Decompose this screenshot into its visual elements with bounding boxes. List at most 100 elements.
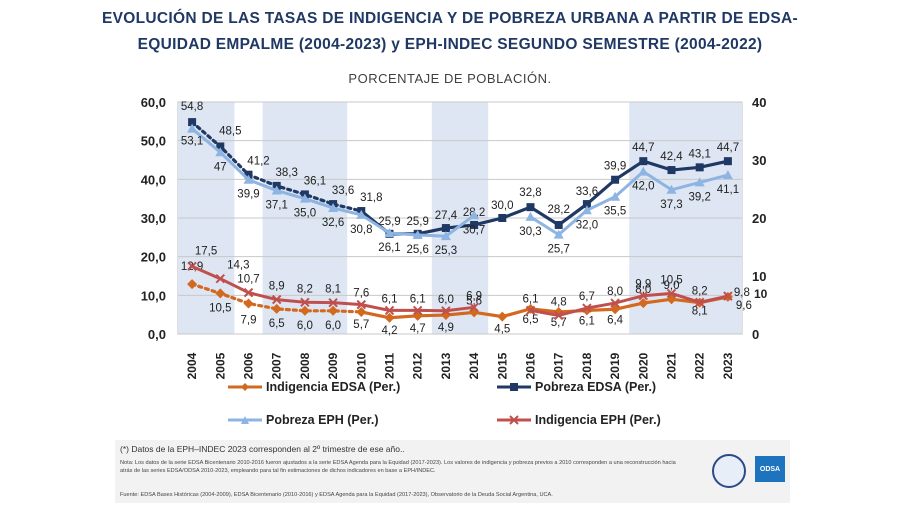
data-label-pobreza_edsa: 44,7 [632, 142, 654, 154]
series-line-indigencia_eph [530, 291, 729, 317]
data-label-indigencia_eph: 6,9 [466, 290, 482, 302]
data-point-indigencia_edsa [215, 288, 226, 299]
data-point-indigencia_edsa [271, 303, 282, 314]
x-tick-label: 2013 [439, 352, 453, 379]
data-point-pobreza_edsa [216, 142, 225, 151]
data-label-pobreza_eph: 39,9 [237, 189, 259, 201]
data-point-indigencia_eph [271, 294, 282, 305]
legend-indigencia-eph-marker [497, 415, 531, 425]
data-point-indigencia_eph [356, 299, 367, 310]
data-point-pobreza_edsa [188, 118, 197, 127]
series-line-pobreza_eph [529, 169, 729, 237]
data-point-indigencia_eph [610, 298, 620, 308]
data-label-pobreza_edsa: 33,6 [332, 185, 354, 197]
data-point-pobreza_eph [722, 170, 733, 180]
data-label-pobreza_eph: 26,1 [378, 242, 400, 254]
data-label-pobreza_eph: 42,0 [632, 181, 654, 193]
data-label-indigencia_eph: 6,1 [523, 293, 539, 305]
data-label-pobreza_eph: 35,0 [294, 208, 316, 220]
data-point-pobreza_edsa [244, 170, 253, 179]
legend-indigencia-eph: Indigencia EPH (Per.) [497, 413, 661, 427]
data-label-pobreza_eph: 35,5 [604, 206, 626, 218]
uca-seal-icon [712, 454, 746, 488]
data-point-pobreza_eph [440, 231, 451, 241]
y-tick-label: 50,0 [141, 134, 166, 149]
data-label-indigencia_edsa: 4,5 [494, 324, 510, 336]
data-point-pobreza_edsa [723, 157, 732, 166]
data-label-pobreza_edsa: 25,9 [407, 216, 429, 228]
x-tick-label: 2016 [524, 352, 538, 379]
x-tick-label: 2018 [580, 352, 594, 379]
data-label-indigencia_eph: 8,2 [692, 285, 708, 297]
data-label-indigencia_eph: 14,3 [227, 260, 249, 272]
data-label-pobreza_edsa: 54,8 [181, 101, 203, 113]
y2-tick-label: 0 [752, 327, 759, 342]
legend-pobreza-eph: Pobreza EPH (Per.) [228, 413, 379, 427]
data-label-indigencia_edsa: 4,2 [382, 325, 398, 337]
data-point-indigencia_edsa [328, 305, 339, 316]
x-tick-label: 2009 [326, 352, 340, 379]
data-point-indigencia_eph [666, 288, 677, 299]
data-point-pobreza_eph [412, 230, 423, 240]
legend-indigencia-edsa-label: Indigencia EDSA (Per.) [266, 380, 401, 394]
data-label-pobreza_eph: 32,6 [322, 217, 344, 229]
data-label-pobreza_edsa: 30,0 [491, 200, 513, 212]
data-label-pobreza_eph: 25,6 [407, 244, 429, 256]
data-label-pobreza_edsa: 43,1 [689, 148, 711, 160]
data-label-indigencia_eph: 10,5 [660, 274, 682, 286]
data-label-pobreza_eph: 47 [214, 161, 227, 173]
data-point-pobreza_eph [638, 166, 649, 176]
legend-indigencia-eph-label: Indigencia EPH (Per.) [535, 413, 661, 427]
data-label-indigencia_edsa: 6,4 [607, 314, 624, 326]
y-tick-label: 30,0 [141, 211, 166, 226]
data-label-indigencia_eph: 10,7 [237, 274, 259, 286]
data-label-pobreza_eph: 25,3 [435, 245, 457, 257]
data-label-indigencia_eph: 9,8 [734, 287, 750, 299]
y2-tick-label: 30 [752, 153, 766, 168]
data-point-pobreza_edsa [441, 224, 450, 233]
data-point-pobreza_edsa [639, 157, 648, 166]
x-tick-label: 2011 [383, 353, 397, 379]
data-point-pobreza_eph [525, 211, 536, 221]
data-label-indigencia_eph: 4,8 [551, 296, 567, 308]
data-point-indigencia_eph [553, 310, 564, 321]
data-label-indigencia_eph: 8,9 [269, 281, 285, 293]
data-point-indigencia_edsa [497, 311, 508, 322]
data-point-pobreza_eph [187, 123, 198, 133]
data-label-pobreza_edsa: 32,8 [519, 187, 541, 199]
data-point-pobreza_edsa [554, 220, 563, 229]
footer-notes: (*) Datos de la EPH–INDEC 2023 correspon… [115, 440, 790, 503]
data-label-indigencia_edsa: 5,7 [353, 319, 369, 331]
footer-note-methodology: Nota: Los datos de la serie EDSA Bicente… [120, 460, 676, 474]
x-tick-label: 2010 [354, 352, 368, 379]
data-label-indigencia_eph: 6,1 [382, 293, 398, 305]
legend-pobreza-eph-label: Pobreza EPH (Per.) [266, 413, 379, 427]
data-point-pobreza_eph [553, 229, 564, 239]
data-label-indigencia_edsa: 6,1 [579, 315, 595, 327]
y2-tick-label: 40 [752, 95, 766, 110]
data-point-indigencia_eph [694, 297, 705, 308]
data-point-pobreza_eph [356, 209, 367, 219]
data-label-indigencia_eph: 8,1 [325, 284, 341, 296]
data-label-pobreza_edsa: 39,9 [604, 161, 626, 173]
data-label-pobreza_eph: 30,8 [350, 224, 372, 236]
data-label-indigencia_edsa: 4,7 [410, 323, 426, 335]
data-label-indigencia_edsa: 7,9 [241, 314, 257, 326]
x-tick-label: 2019 [608, 352, 622, 379]
data-label-indigencia_edsa: 5,7 [551, 317, 567, 329]
data-point-indigencia_eph [412, 305, 423, 316]
y-tick-label: 40,0 [141, 172, 166, 187]
data-label-pobreza_eph: 37,3 [660, 199, 682, 211]
x-tick-label: 2012 [411, 352, 425, 379]
data-label-indigencia_eph: 6,0 [438, 294, 454, 306]
series-line-pobreza_edsa [360, 159, 729, 236]
data-point-pobreza_eph [666, 184, 677, 194]
data-label-pobreza_edsa: 41,2 [247, 156, 269, 168]
data-label-indigencia_eph: 17,5 [195, 245, 217, 257]
chart-subtitle: PORCENTAJE DE POBLACIÓN. [348, 71, 552, 86]
data-point-indigencia_edsa [638, 298, 649, 309]
data-label-pobreza_edsa: 25,9 [378, 216, 400, 228]
data-label-indigencia_edsa: 6,0 [297, 320, 313, 332]
x-tick-label: 2008 [298, 352, 312, 379]
x-tick-label: 2017 [552, 352, 566, 379]
